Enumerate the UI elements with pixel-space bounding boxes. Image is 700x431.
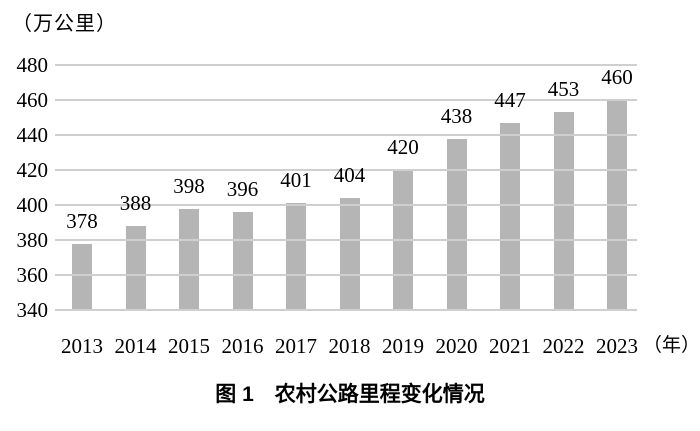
gridline: [55, 274, 637, 276]
bar-2013: [72, 243, 92, 310]
bar-value-label: 396: [226, 177, 259, 201]
bar-value-label: 378: [66, 208, 98, 233]
y-tick-label: 360: [16, 263, 49, 287]
x-tick-label: 2015: [168, 334, 210, 358]
bar-2022: [553, 112, 574, 310]
gridline: [55, 134, 637, 136]
x-tick-label: 2013: [61, 334, 103, 358]
y-tick-label: 380: [16, 228, 49, 252]
gridline: [55, 64, 637, 66]
bar-value-label: 438: [440, 103, 473, 128]
y-tick-label: 340: [16, 298, 49, 322]
y-axis-unit-label: （万公里）: [12, 13, 117, 35]
x-tick-label: 2016: [221, 334, 264, 358]
bar-value-label: 401: [280, 168, 312, 193]
x-tick-label: 2023: [596, 334, 638, 358]
bar-2021: [500, 122, 520, 310]
bar-value-label: 453: [547, 77, 580, 102]
figure-caption: 图 1 农村公路里程变化情况: [215, 383, 485, 406]
bar-value-label: 420: [387, 135, 419, 159]
x-tick-label: 2021: [489, 334, 531, 358]
bar-value-label: 398: [173, 173, 205, 198]
bar-value-label: 460: [601, 65, 633, 89]
bar-value-label: 388: [119, 191, 152, 215]
bar-2020: [446, 138, 467, 310]
x-axis-unit-label: （年）: [643, 335, 700, 356]
x-tick-label: 2014: [114, 334, 157, 358]
bar-value-label: 447: [494, 87, 526, 112]
gridline: [55, 239, 637, 241]
gridline: [55, 99, 637, 101]
gridline: [55, 169, 637, 171]
x-tick-label: 2017: [275, 334, 317, 358]
bar-2018: [339, 198, 360, 310]
y-tick-label: 460: [16, 88, 49, 112]
y-tick-label: 420: [16, 158, 49, 182]
bar-2014: [125, 226, 146, 310]
bar-value-label: 404: [333, 163, 366, 187]
bar-2017: [286, 203, 306, 310]
x-tick-label: 2018: [328, 334, 371, 358]
bar-2015: [179, 208, 199, 310]
y-tick-label: 440: [16, 123, 49, 147]
y-tick-label: 400: [16, 193, 49, 217]
y-tick-label: 480: [16, 53, 49, 77]
bar-2016: [232, 212, 253, 310]
gridline: [55, 204, 637, 206]
gridline: [55, 309, 637, 311]
x-tick-label: 2020: [435, 334, 478, 358]
x-tick-label: 2022: [542, 334, 585, 358]
x-tick-label: 2019: [382, 334, 424, 358]
